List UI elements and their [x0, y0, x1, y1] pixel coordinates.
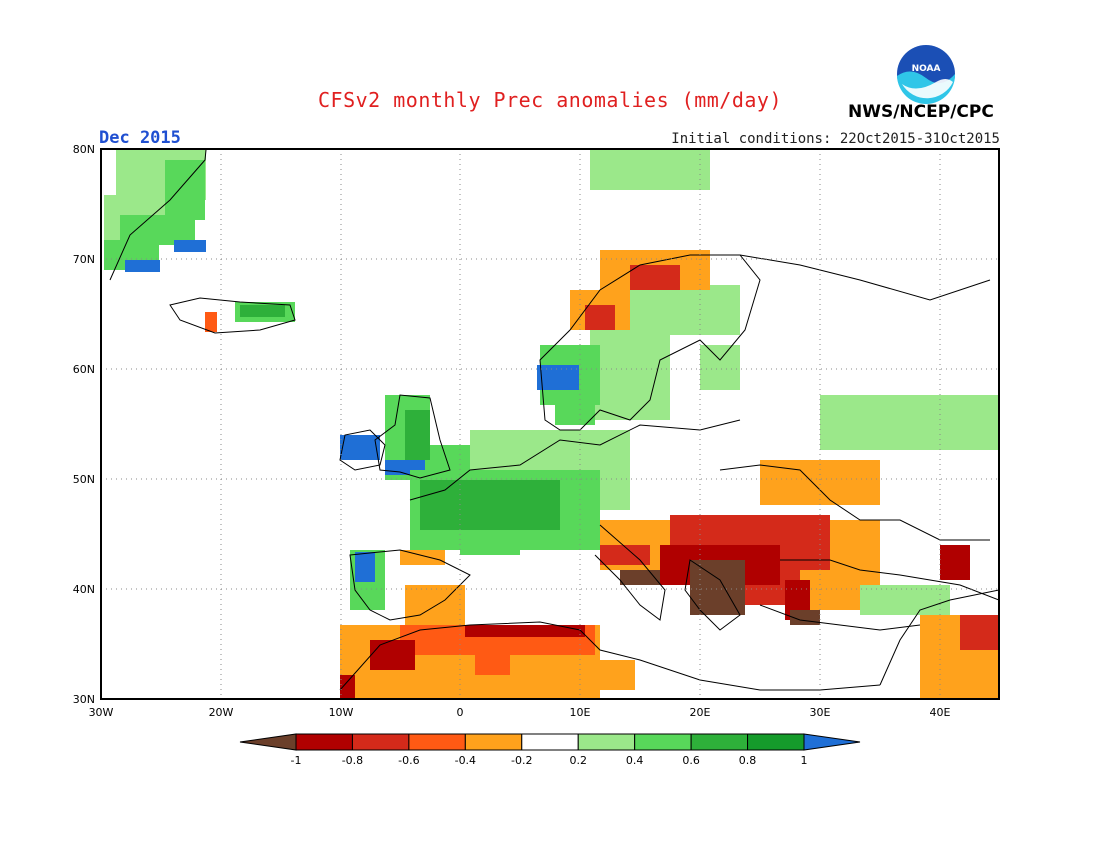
anomaly-scandinavia-blue: [537, 365, 579, 390]
anomaly-iceland-dry: [205, 312, 217, 332]
colorbar-label: 0.2: [569, 754, 587, 767]
colorbar-swatch: [577, 733, 636, 751]
colorbar-swatch: [408, 733, 466, 751]
colorbar-swatch: [464, 733, 523, 751]
lon-label: 0: [457, 706, 464, 719]
lat-label: 60N: [73, 363, 95, 376]
colorbar-label: -1: [291, 754, 302, 767]
lat-labels: 80N 70N 60N 50N 40N 30N: [73, 143, 95, 706]
colorbar: -1 -0.8 -0.6 -0.4 -0.2 0.2 0.4 0.6 0.8 1: [239, 733, 861, 767]
anomaly-iberia-dry: [400, 550, 465, 625]
initial-conditions: Initial conditions: 22Oct2015-31Oct2015: [671, 131, 1000, 147]
anomaly-turkey-east: [860, 585, 950, 615]
colorbar-label: 0.6: [682, 754, 700, 767]
anomaly-iceland-strong: [240, 305, 285, 317]
noaa-logo-text: NOAA: [912, 64, 941, 74]
lat-label: 70N: [73, 253, 95, 266]
lon-labels: 30W 20W 10W 0 10E 20E 30E 40E: [89, 706, 951, 719]
anomaly-middle-east: [960, 615, 999, 650]
graticule: [101, 149, 999, 699]
lat-label: 30N: [73, 693, 95, 706]
anomaly-north-africa-dry: [400, 625, 595, 675]
lon-label: 30E: [810, 706, 831, 719]
colorbar-label: 0.4: [626, 754, 644, 767]
colorbar-swatch: [690, 733, 749, 751]
forecast-month: Dec 2015: [99, 128, 181, 148]
colorbar-swatch: [634, 733, 692, 751]
coastlines: [109, 149, 999, 691]
colorbar-swatch: [351, 733, 410, 751]
lon-label: 20E: [690, 706, 711, 719]
lat-label: 40N: [73, 583, 95, 596]
colorbar-label: -0.2: [511, 754, 532, 767]
anomaly-western-iberia: [355, 552, 375, 582]
colorbar-label: 1: [801, 754, 808, 767]
colorbar-label: -0.6: [398, 754, 419, 767]
noaa-logo: NOAA: [896, 44, 956, 105]
colorbar-label: -0.4: [455, 754, 476, 767]
colorbar-swatch: [521, 733, 579, 751]
anomaly-british-isles-strong: [405, 410, 430, 460]
colorbar-arrow-low: [239, 733, 297, 751]
agency-label: NWS/NCEP/CPC: [848, 102, 994, 122]
lon-label: 10W: [329, 706, 354, 719]
lon-label: 30W: [89, 706, 114, 719]
anomaly-norway-coast-dry: [585, 265, 680, 330]
anomaly-france-germany-strong: [420, 480, 560, 530]
lon-label: 20W: [209, 706, 234, 719]
lat-label: 80N: [73, 143, 95, 156]
colorbar-label: -0.8: [342, 754, 363, 767]
colorbar-arrow-high: [803, 733, 861, 751]
colorbar-label: 0.8: [739, 754, 757, 767]
map-frame: [100, 148, 1000, 700]
anomaly-greenland-coast: [125, 240, 206, 272]
lon-label: 10E: [570, 706, 591, 719]
lat-label: 50N: [73, 473, 95, 486]
colorbar-swatch: [295, 733, 353, 751]
chart-title: CFSv2 monthly Prec anomalies (mm/day): [317, 88, 783, 112]
lon-label: 40E: [930, 706, 951, 719]
anomaly-greece: [620, 560, 820, 625]
anomaly-north-africa-strong: [340, 625, 585, 698]
colorbar-swatch: [747, 733, 805, 751]
